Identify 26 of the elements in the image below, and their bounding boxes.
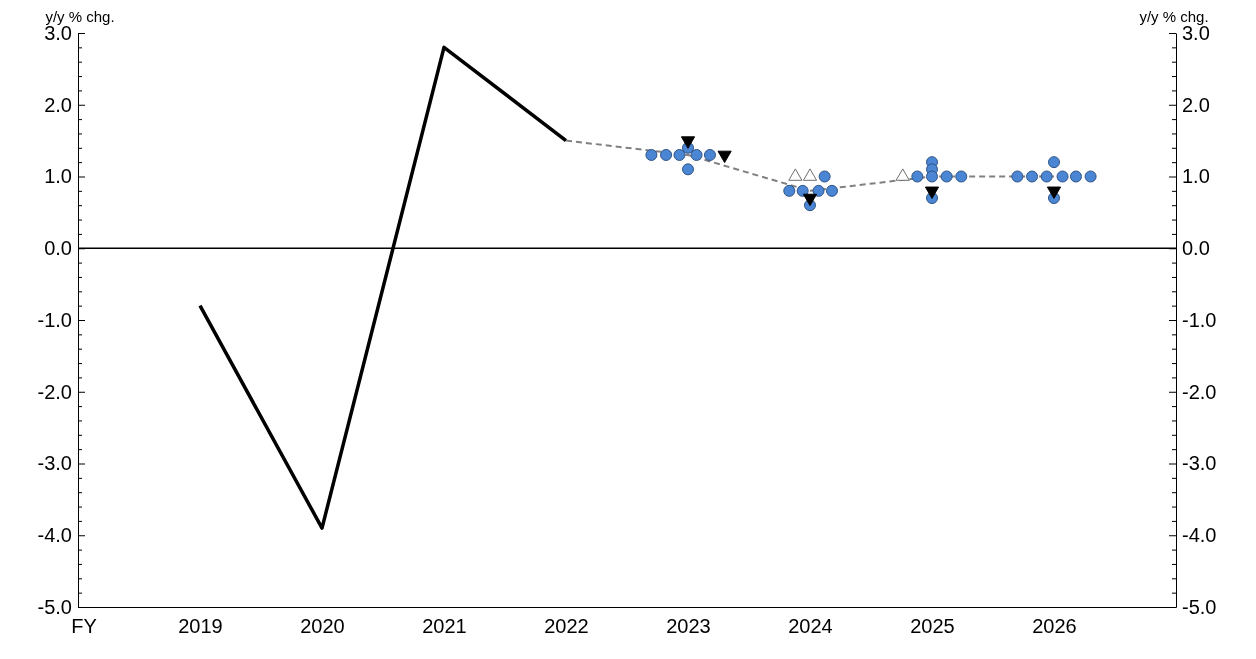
y2-tick-label: -1.0 xyxy=(1182,308,1217,331)
x-tick-label: 2023 xyxy=(666,615,711,637)
x-tick-label: 2022 xyxy=(544,615,589,637)
y2-tick-label: -5.0 xyxy=(1182,595,1217,618)
x-tick-label: 2021 xyxy=(422,615,467,637)
y2-tick-label: -3.0 xyxy=(1182,452,1217,475)
x-tick-label: 2026 xyxy=(1032,615,1077,637)
y-tick-label: 2.0 xyxy=(44,93,72,116)
y-axis-title: y/y % chg. xyxy=(45,8,115,25)
x-tick-label: 2020 xyxy=(300,615,345,637)
y2-tick-label: 1.0 xyxy=(1182,165,1210,188)
y2-tick-label: -4.0 xyxy=(1182,524,1217,547)
y2-tick-label: -2.0 xyxy=(1182,380,1217,403)
y-tick-label: -5.0 xyxy=(37,595,72,618)
x-tick-label: 2024 xyxy=(788,615,833,637)
y-tick-label: -4.0 xyxy=(37,524,72,547)
y2-tick-label: 2.0 xyxy=(1182,93,1210,116)
y-tick-label: -2.0 xyxy=(37,380,72,403)
x-tick-label: 2025 xyxy=(910,615,955,637)
x-axis-title: FY xyxy=(71,615,97,637)
y-tick-label: 0.0 xyxy=(44,237,72,260)
y-tick-label: -3.0 xyxy=(37,452,72,475)
x-tick-label: 2019 xyxy=(178,615,223,637)
y-tick-label: -1.0 xyxy=(37,308,72,331)
y2-tick-label: 0.0 xyxy=(1182,237,1210,260)
y-tick-label: 1.0 xyxy=(44,165,72,188)
